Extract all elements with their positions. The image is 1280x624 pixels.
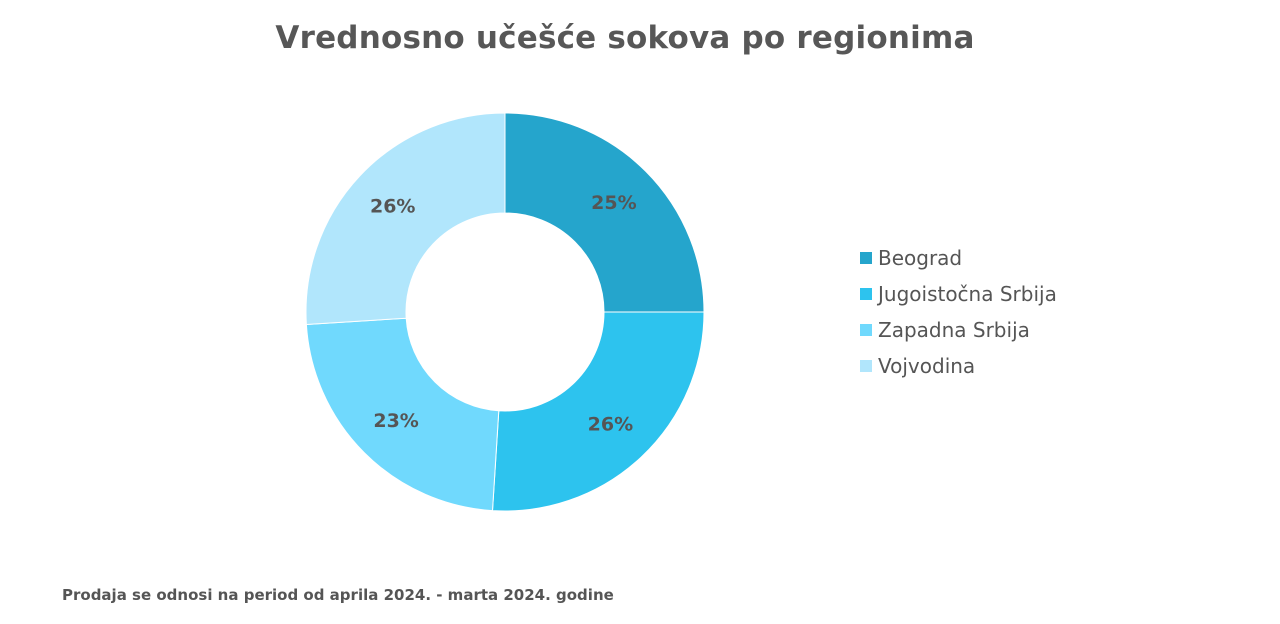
- slice-label-beograd: 25%: [591, 192, 636, 214]
- donut-slices: [305, 112, 705, 512]
- legend-label-beograd: Beograd: [878, 246, 963, 270]
- legend-label-zapadna-srbija: Zapadna Srbija: [878, 318, 1030, 342]
- slice-vojvodina[interactable]: [305, 112, 506, 326]
- footnote: Prodaja se odnosi na period od aprila 20…: [62, 586, 614, 604]
- slice-label-jugoistocna-srbija: 26%: [588, 413, 633, 435]
- legend-swatch-zapadna-srbija: [860, 324, 872, 336]
- chart-title: Vrednosno učešće sokova po regionima: [275, 20, 975, 56]
- legend-label-vojvodina: Vojvodina: [878, 354, 976, 378]
- legend-label-jugoistocna-srbija: Jugoistočna Srbija: [878, 282, 1057, 306]
- slice-label-zapadna-srbija: 23%: [373, 410, 418, 432]
- slice-beograd[interactable]: [504, 112, 705, 313]
- legend-swatch-beograd: [860, 252, 872, 264]
- legend-item-jugoistocna-srbija[interactable]: Jugoistočna Srbija: [860, 276, 1057, 312]
- donut-slice-labels: 25% 26% 23% 26%: [370, 192, 637, 435]
- slice-jugoistocna-srbija[interactable]: [491, 311, 705, 512]
- legend-item-zapadna-srbija[interactable]: Zapadna Srbija: [860, 312, 1057, 348]
- legend-swatch-jugoistocna-srbija: [860, 288, 872, 300]
- legend-item-vojvodina[interactable]: Vojvodina: [860, 348, 1057, 384]
- slice-label-vojvodina: 26%: [370, 196, 415, 218]
- legend-item-beograd[interactable]: Beograd: [860, 240, 1057, 276]
- chart-legend: Beograd Jugoistočna Srbija Zapadna Srbij…: [860, 240, 1057, 384]
- slice-zapadna-srbija[interactable]: [305, 317, 500, 512]
- legend-swatch-vojvodina: [860, 360, 872, 372]
